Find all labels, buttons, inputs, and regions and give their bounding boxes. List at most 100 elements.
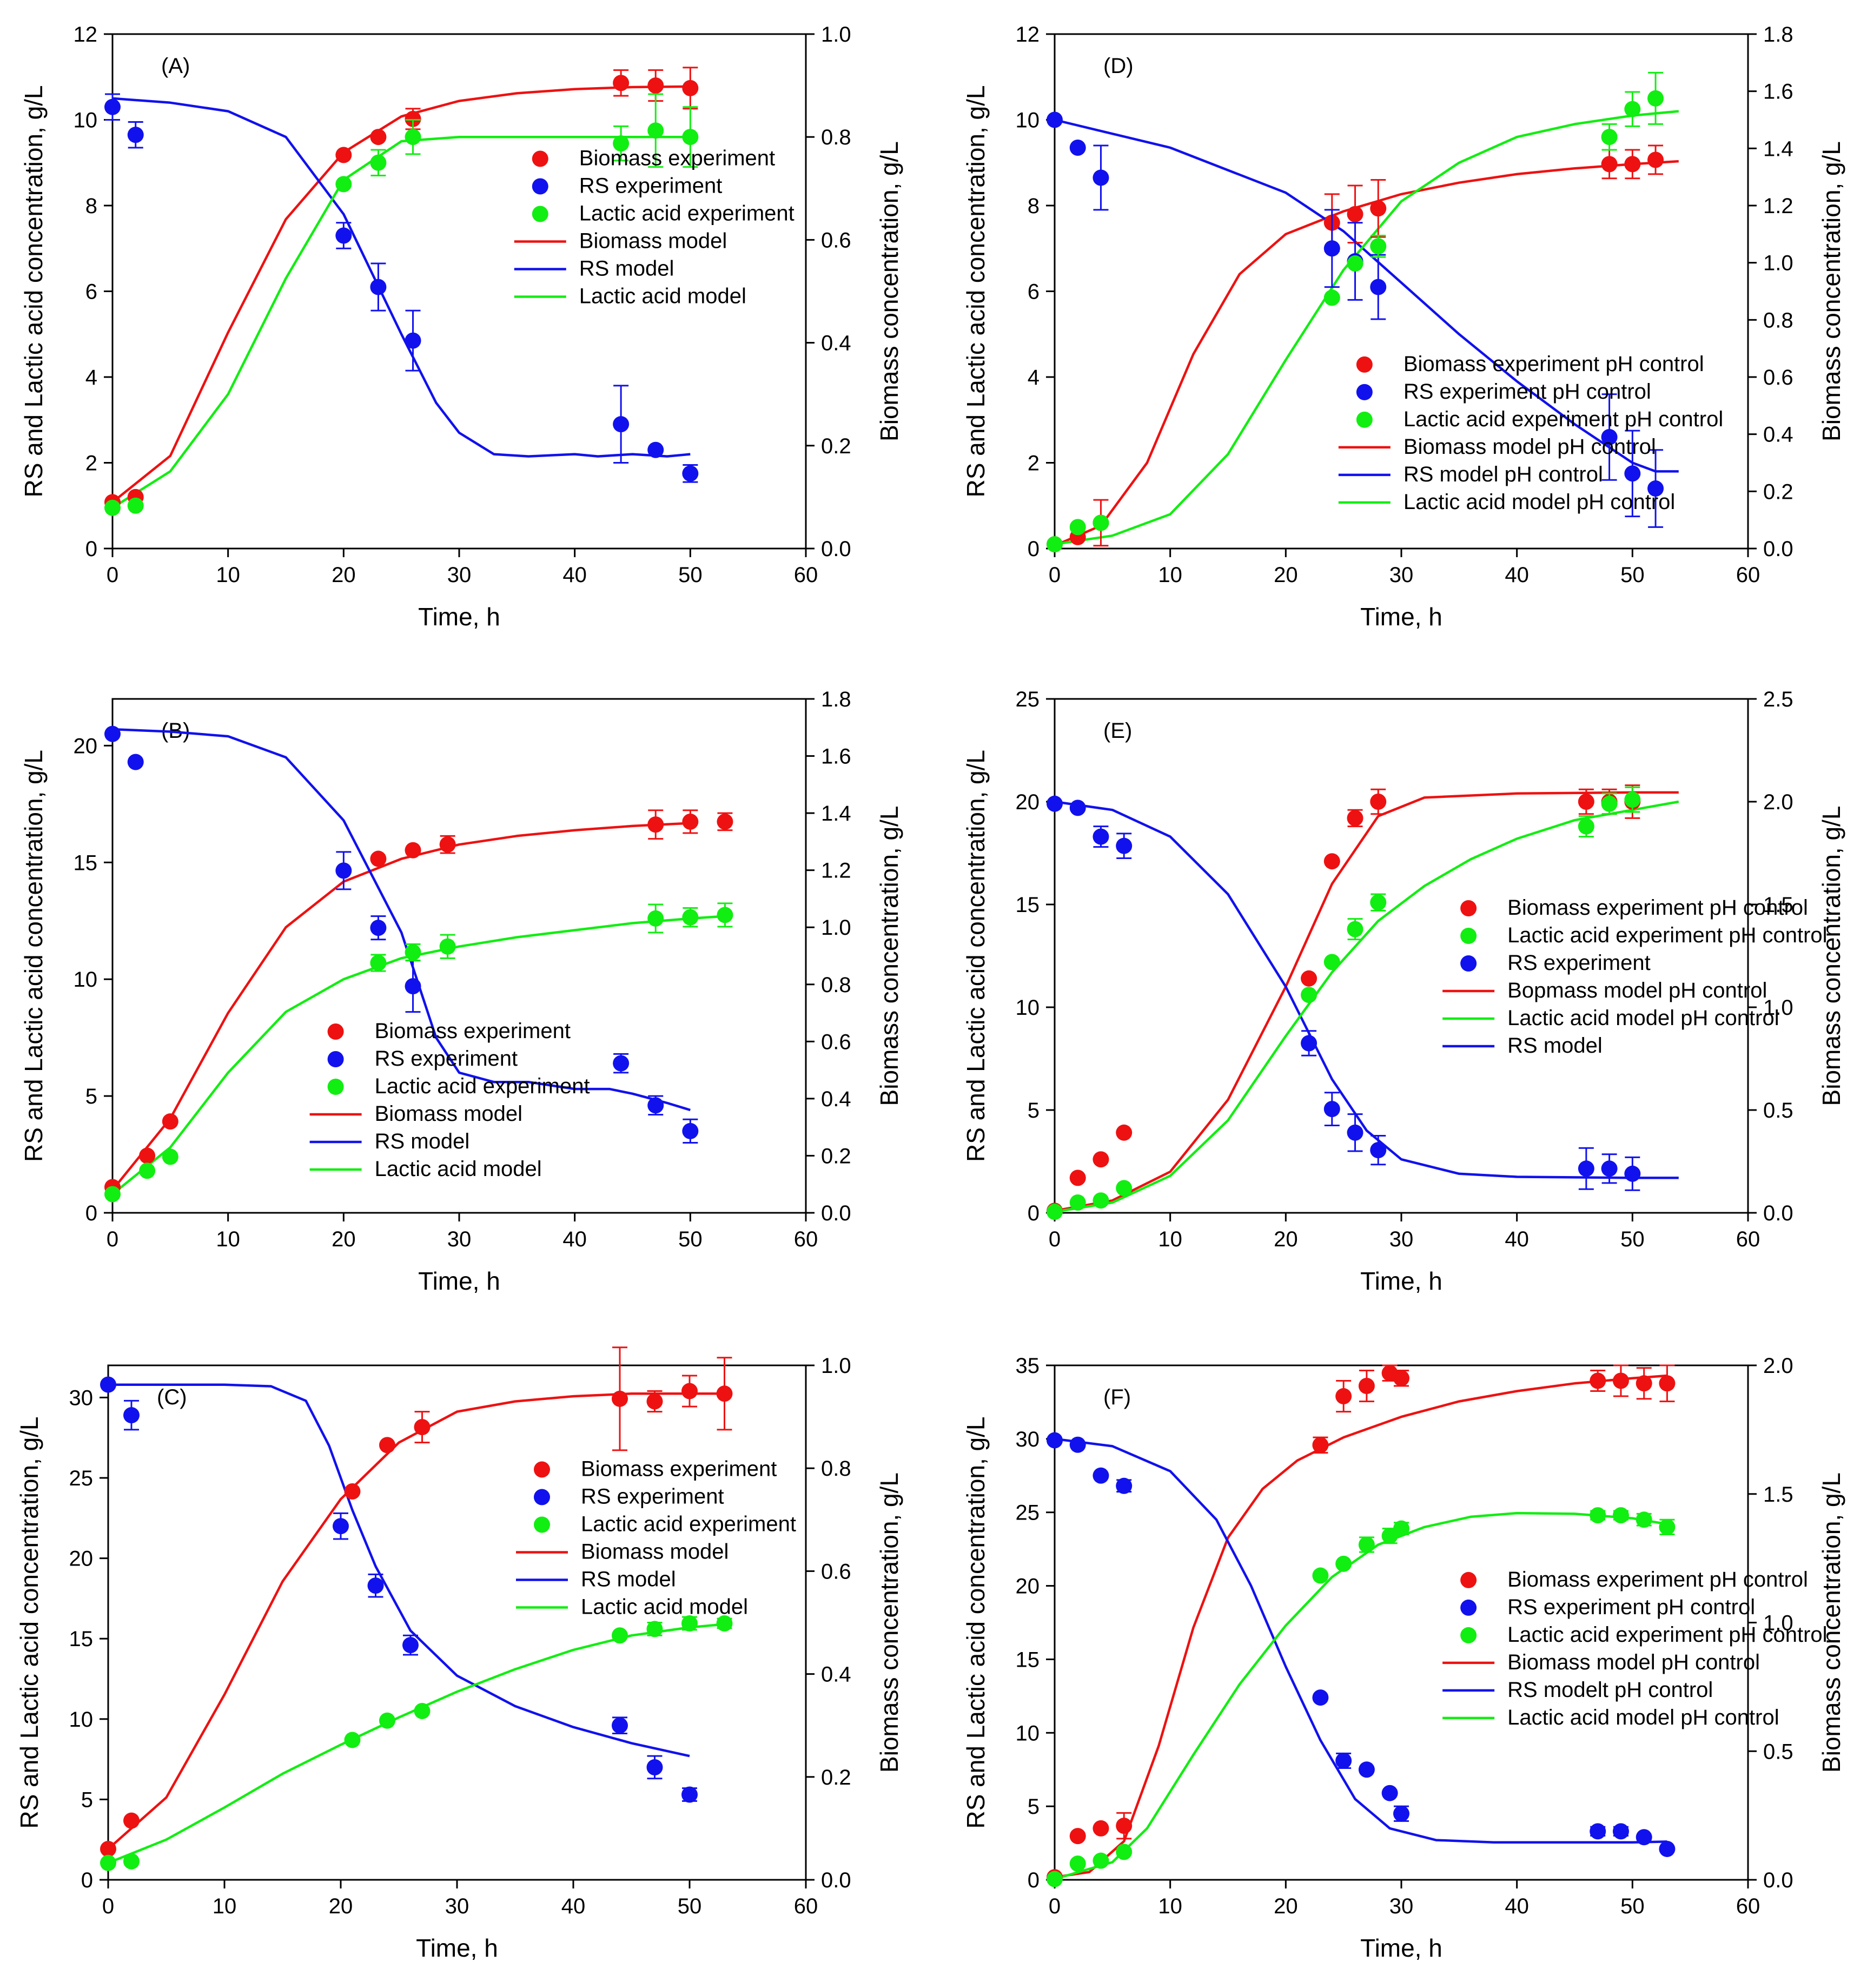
legend: Biomass experiment RS experiment Lactic ac… — [309, 1019, 590, 1181]
y2-axis-title: Biomass concentration, g/L — [1817, 1472, 1845, 1773]
rs-model-line — [1054, 118, 1679, 473]
x-tick-label: 50 — [1620, 563, 1645, 587]
lactic-experiment-point — [1047, 536, 1063, 553]
y-tick-label: 20 — [74, 734, 98, 758]
lactic-experiment-point — [1116, 1844, 1133, 1860]
y2-tick-label: 1.6 — [821, 745, 851, 769]
biomass-experiment-point — [1636, 1375, 1652, 1392]
lactic-experiment-point — [682, 129, 699, 146]
y-axis-title: RS and Lactic acid concentration, g/L — [19, 750, 48, 1162]
plot-frame — [1054, 33, 1749, 550]
x-tick-label: 30 — [445, 1894, 469, 1918]
x-tick-label: 60 — [1736, 1894, 1760, 1918]
y-tick-label: 30 — [69, 1386, 94, 1410]
y2-tick-label: 0.5 — [1763, 1099, 1793, 1122]
lactic-experiment-point — [1347, 921, 1363, 937]
y2-tick-label: 0.6 — [1763, 366, 1793, 389]
y2-axis-title: Biomass concentration, g/L — [875, 806, 903, 1106]
lactic-experiment-point — [1358, 1536, 1375, 1553]
y2-tick-label: 1.5 — [1763, 1483, 1793, 1507]
biomass-experiment-point — [1370, 200, 1387, 217]
biomass-experiment-point — [1335, 1388, 1352, 1405]
legend-entry: Biomass experiment — [579, 147, 775, 170]
y-tick-label: 25 — [69, 1467, 94, 1490]
x-tick-label: 50 — [678, 1894, 702, 1918]
biomass-experiment-point — [1659, 1375, 1676, 1392]
x-tick-label: 40 — [562, 563, 587, 587]
rs-experiment-point — [1093, 169, 1109, 186]
rs-model-line — [1054, 800, 1679, 1179]
biomass-experiment-point — [100, 1840, 116, 1857]
legend-entry: Biomass experiment pH control — [1507, 896, 1808, 920]
rs-experiment-point — [1393, 1805, 1409, 1822]
rs-experiment-point — [682, 1122, 699, 1139]
rs-experiment-point — [1601, 1160, 1618, 1177]
lactic-experiment-point — [1612, 1507, 1629, 1524]
rs-experiment-point — [1069, 800, 1086, 816]
x-tick-label: 10 — [1158, 1227, 1182, 1251]
legend-marker-lactic — [534, 1516, 550, 1533]
y2-axis-title: Biomass concentration, g/L — [875, 141, 903, 441]
rs-experiment-point — [1116, 1477, 1133, 1494]
y2-tick-label: 2.5 — [1763, 688, 1793, 711]
x-tick-label: 30 — [447, 563, 472, 587]
biomass-experiment-point — [1601, 156, 1618, 173]
lactic-experiment-point — [1636, 1511, 1652, 1528]
biomass-experiment-point — [335, 147, 352, 163]
legend-entry: RS experiment — [1507, 951, 1651, 975]
lactic-experiment-point — [1069, 1194, 1086, 1211]
lactic-experiment-point — [379, 1712, 395, 1729]
y2-tick-label: 0.6 — [821, 1030, 851, 1054]
y-tick-label: 5 — [81, 1788, 93, 1812]
y2-axis-title: Biomass concentration, g/L — [1817, 806, 1845, 1106]
lactic-experiment-point — [1601, 795, 1618, 812]
y-tick-label: 20 — [69, 1547, 94, 1571]
rs-experiment-point — [335, 862, 352, 879]
x-tick-label: 20 — [332, 563, 356, 587]
x-tick-label: 40 — [562, 1227, 587, 1251]
legend-entry: Bopmass model pH control — [1507, 979, 1767, 1002]
rs-experiment-point — [1636, 1829, 1652, 1846]
biomass-experiment-point — [1116, 1818, 1133, 1834]
x-tick-label: 0 — [107, 563, 118, 587]
legend-entry: RS experiment — [375, 1047, 518, 1071]
rs-model-line — [112, 728, 691, 1112]
y2-tick-label: 0.4 — [821, 1087, 851, 1111]
biomass-experiment-point — [1312, 1437, 1329, 1454]
rs-experiment-point — [127, 754, 144, 770]
lactic-experiment-point — [1301, 987, 1318, 1003]
rs-experiment-point — [370, 920, 387, 936]
x-tick-label: 40 — [1505, 1894, 1529, 1918]
y-tick-label: 10 — [1016, 1721, 1040, 1745]
lactic-model-line — [108, 1623, 725, 1864]
rs-experiment-point — [1301, 1035, 1318, 1052]
rs-experiment-point — [1047, 111, 1063, 128]
plot-frame — [107, 1364, 807, 1881]
chart-panel-c: 0 10 20 30 40 50 60 0 5 10 15 20 25 30 0.0 0.2 0.4 0.6 0.8… — [15, 1346, 903, 1962]
legend-marker-biomass — [532, 150, 548, 167]
y2-tick-label: 0.0 — [1763, 1868, 1793, 1892]
rs-experiment-point — [1601, 428, 1618, 445]
biomass-experiment-point — [1578, 794, 1594, 810]
biomass-experiment-point — [370, 850, 387, 867]
biomass-experiment-point — [717, 813, 733, 830]
legend-entry: Biomass model pH control — [1507, 1650, 1760, 1674]
lactic-experiment-point — [1590, 1507, 1606, 1524]
chart-panel-f: 0 10 20 30 40 50 60 0 5 10 15 20 25 30 35 0.0 0.5 1.0 1.5 2… — [962, 1354, 1845, 1962]
lactic-experiment-point — [414, 1702, 431, 1719]
lactic-experiment-point — [717, 907, 733, 923]
biomass-experiment-point — [1347, 206, 1363, 222]
rs-experiment-point — [1370, 279, 1387, 295]
y-tick-label: 0 — [81, 1868, 93, 1892]
legend-marker-biomass — [1460, 900, 1477, 916]
legend-marker-rs — [327, 1051, 344, 1067]
x-tick-label: 20 — [329, 1894, 353, 1918]
lactic-experiment-point — [104, 1186, 121, 1203]
rs-experiment-point — [1047, 1432, 1063, 1449]
y2-tick-label: 1.2 — [1763, 194, 1793, 218]
biomass-experiment-point — [1347, 810, 1363, 827]
y-tick-label: 5 — [85, 1085, 97, 1108]
y-tick-label: 15 — [74, 851, 98, 875]
chart-panel-e: 0 10 20 30 40 50 60 0 5 10 15 20 25 0.0 0.5 1.0 1.5 2.0 2.… — [962, 688, 1845, 1295]
biomass-experiment-point — [613, 75, 630, 91]
